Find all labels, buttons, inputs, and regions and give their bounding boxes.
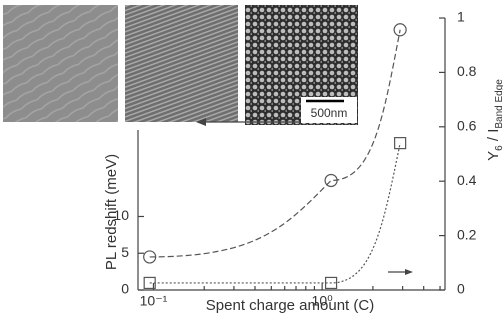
y-tick-label: 5: [121, 244, 129, 260]
sem-image: [3, 5, 118, 122]
scale-label: 500nm: [311, 106, 348, 120]
x-tick-label: 10⁻¹: [140, 293, 168, 309]
sem-image: [125, 5, 238, 122]
y2-tick-label: 0.2: [457, 226, 477, 242]
fit-line: [150, 143, 400, 283]
y2-tick-label: 1: [457, 9, 465, 25]
chart: 500nm Spent charge amount (C) PL redshif…: [0, 0, 503, 315]
y-tick-label: 10: [113, 207, 129, 223]
y2-axis-label: Y6 / IBand Edge: [485, 79, 503, 161]
y-tick-label: 0: [121, 281, 129, 297]
y2-tick-label: 0: [457, 281, 465, 297]
y2-tick-label: 0.8: [457, 63, 477, 79]
y2-tick-label: 0.4: [457, 172, 477, 188]
y2-label-part: / I: [485, 129, 502, 146]
y2-label-part: Y: [485, 151, 502, 161]
x-axis-label: Spent charge amount (C): [206, 297, 374, 314]
y2-tick-label: 0.6: [457, 118, 477, 134]
arrow-head: [405, 269, 413, 275]
y2-label-part: Band Edge: [494, 79, 503, 129]
x-tick-label: 10⁰: [312, 293, 334, 309]
